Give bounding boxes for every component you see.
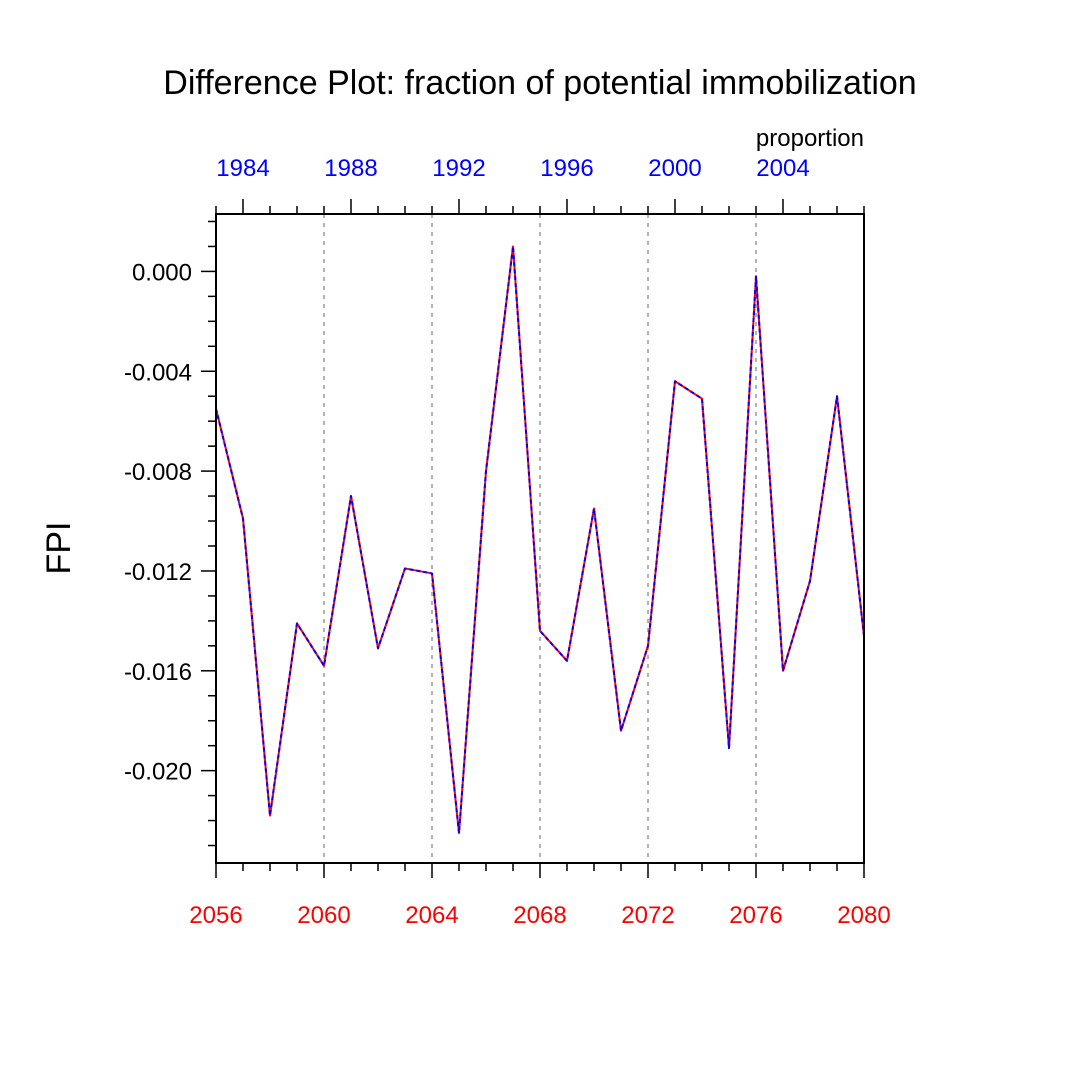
units-label: proportion — [756, 125, 864, 152]
ticks-layer — [201, 199, 865, 878]
y-axis-label: FPI — [40, 522, 78, 575]
y-tick-label: -0.012 — [124, 559, 192, 586]
series-line-1 — [215, 245, 865, 835]
x-bottom-tick-label: 2060 — [297, 902, 350, 929]
x-top-tick-label: 1988 — [324, 155, 377, 182]
labels-layer: 2056 2060 2064 2068 2072 2076 2080 1984 1988 1992… — [124, 155, 891, 929]
x-bottom-tick-label: 2064 — [405, 902, 458, 929]
x-top-tick-label: 2004 — [756, 155, 809, 182]
x-bottom-tick-label: 2076 — [729, 902, 782, 929]
y-tick-label: -0.016 — [124, 659, 192, 686]
x-top-tick-label: 2000 — [648, 155, 701, 182]
x-top-tick-label: 1996 — [540, 155, 593, 182]
x-bottom-tick-label: 2068 — [513, 902, 566, 929]
x-top-tick-label: 1984 — [216, 155, 269, 182]
x-bottom-tick-label: 2056 — [189, 902, 242, 929]
y-tick-label: -0.020 — [124, 759, 192, 786]
y-tick-label: -0.008 — [124, 459, 192, 486]
x-bottom-tick-label: 2072 — [621, 902, 674, 929]
y-tick-label: -0.004 — [124, 359, 192, 386]
grid-layer — [323, 214, 757, 863]
x-bottom-tick-label: 2080 — [837, 902, 890, 929]
y-tick-label: 0.000 — [132, 259, 192, 286]
x-top-tick-label: 1992 — [432, 155, 485, 182]
series-layer — [215, 245, 865, 835]
chart-title: Difference Plot: fraction of potential i… — [163, 64, 916, 102]
